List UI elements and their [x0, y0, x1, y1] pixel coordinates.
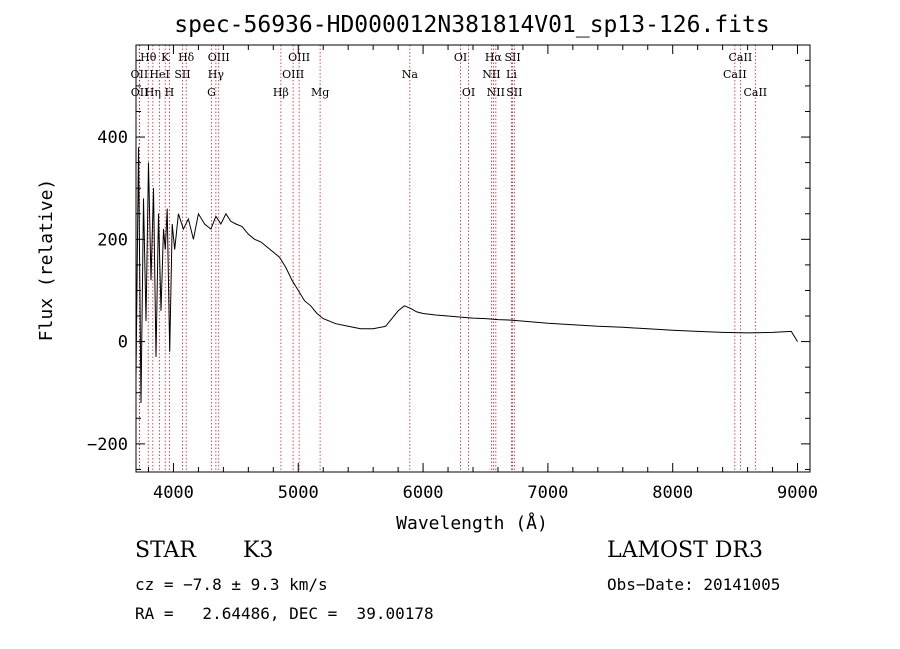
spectral-line-label: HeI [149, 68, 169, 81]
y-tick-label: 0 [118, 333, 128, 353]
spectral-line-label: Mg [311, 86, 329, 99]
x-tick-label: 4000 [153, 483, 194, 503]
spectral-line-label: CaII [743, 86, 767, 99]
spectral-line-label: Na [402, 68, 419, 81]
spectral-line-label: SII [504, 51, 520, 64]
spectral-line-label: OII [131, 86, 149, 99]
spectral-line-label: Hγ [208, 68, 225, 81]
observation-date: Obs−Date: 20141005 [607, 575, 781, 594]
y-tick-label: −200 [87, 435, 128, 455]
x-axis-ticks: 4000 5000 6000 7000 8000 9000 [147, 45, 818, 503]
y-tick-label: 400 [97, 128, 128, 148]
spectral-line-label: Hθ [140, 51, 157, 64]
spectral-line-markers [138, 45, 756, 472]
spectral-line-label: CaII [729, 51, 753, 64]
x-tick-label: 9000 [777, 483, 818, 503]
chart-title: spec-56936-HD000012N381814V01_sp13-126.f… [174, 12, 769, 38]
spectral-line-label: CaII [723, 68, 747, 81]
y-axis-ticks: −200 0 200 400 [87, 59, 810, 470]
y-tick-label: 200 [97, 230, 128, 250]
x-tick-label: 8000 [652, 483, 693, 503]
x-tick-label: 7000 [527, 483, 568, 503]
x-tick-label: 6000 [403, 483, 444, 503]
x-axis-label: Wavelength (Å) [396, 512, 548, 534]
spectral-line-label: Hη [145, 86, 161, 99]
spectral-line-label: OI [462, 86, 475, 99]
spectral-line-label: Hδ [178, 51, 195, 64]
flux-series-line [135, 147, 798, 404]
spectral-line-label: OIII [282, 68, 304, 81]
coordinates: RA = 2.64486, DEC = 39.00178 [135, 604, 434, 623]
redshift-velocity: cz = −7.8 ± 9.3 km/s [135, 575, 328, 594]
spectral-line-label: Li [506, 68, 517, 81]
object-subclass: K3 [243, 538, 274, 563]
spectral-line-label: NII [482, 68, 500, 81]
spectral-line-label: NII [487, 86, 505, 99]
x-tick-label: 5000 [278, 483, 319, 503]
spectral-line-label: SII [506, 86, 522, 99]
spectral-line-label: Hβ [273, 86, 289, 99]
spectral-line-label: OIII [208, 51, 230, 64]
spectral-line-label: SII [174, 68, 190, 81]
spectral-line-label: OII [131, 68, 149, 81]
y-axis-label: Flux (relative) [36, 179, 57, 342]
survey-label: LAMOST DR3 [607, 538, 763, 563]
spectral-line-label: OIII [288, 51, 310, 64]
spectral-line-labels: OII OII Hθ Hη HeI K SII H Hδ OIII Hγ G Hβ OIII OIII Mg N… [131, 51, 768, 99]
object-class: STAR [135, 538, 196, 563]
spectral-line-label: G [207, 86, 216, 99]
spectral-line-label: K [161, 51, 170, 64]
spectral-line-label: OI [454, 51, 467, 64]
spectral-line-label: H [165, 86, 175, 99]
spectral-line-label: Hα [485, 51, 503, 64]
